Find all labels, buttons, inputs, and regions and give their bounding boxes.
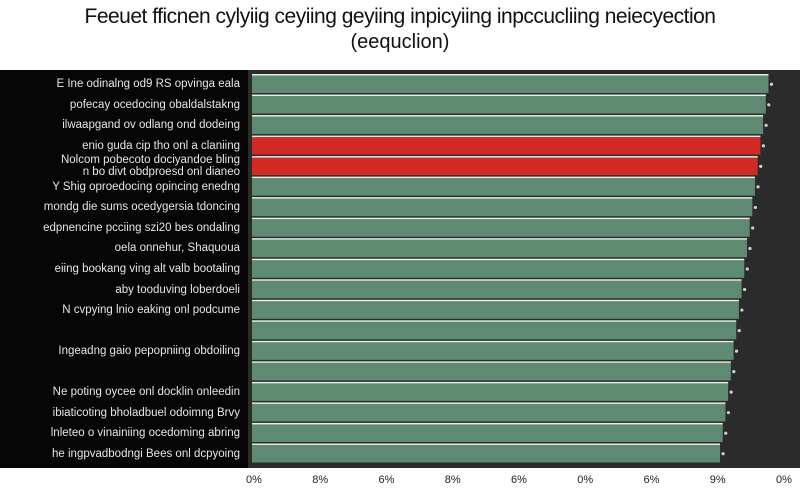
bar-separator-7 bbox=[252, 197, 753, 199]
bar-end-marker-14 bbox=[734, 349, 739, 353]
category-label-panel bbox=[0, 70, 248, 468]
bar-2 bbox=[252, 96, 766, 114]
category-label-1: E Ine odinalng od9 RS opvinga eala bbox=[56, 78, 240, 91]
x-tick-label-8: 9% bbox=[709, 474, 726, 486]
bar-separator-8 bbox=[252, 217, 750, 220]
bar-6 bbox=[252, 178, 756, 196]
bar-end-marker-19 bbox=[721, 452, 725, 456]
bar-separator-9 bbox=[252, 238, 747, 240]
x-tick-label-2: 8% bbox=[312, 474, 329, 486]
category-label-2: pofecay ocedocing obaldalstakng bbox=[69, 98, 240, 111]
bar-separator-15 bbox=[252, 361, 731, 363]
bar-separator-17 bbox=[252, 402, 726, 404]
bar-separator-1 bbox=[252, 74, 769, 76]
bar-13 bbox=[252, 321, 737, 340]
bar-7 bbox=[252, 198, 753, 217]
bar-separator-11 bbox=[252, 279, 742, 281]
bar-separator-4 bbox=[252, 135, 761, 138]
bar-separator-10 bbox=[252, 258, 745, 261]
category-label-9: oela onnehur, Shaquoua bbox=[114, 242, 240, 255]
bar-15 bbox=[252, 362, 731, 381]
bar-end-marker-18 bbox=[724, 431, 728, 435]
bar-4 bbox=[252, 137, 761, 155]
category-label-14: Ingeadng gaio pepopniing obdoiling bbox=[58, 345, 240, 358]
chart-title: Feeuet fficnen cylyiig ceyiing geyiing i… bbox=[84, 5, 716, 28]
category-label-3: ilwaapgand ov odlang ond dodeing bbox=[62, 119, 240, 132]
bar-1 bbox=[252, 75, 769, 94]
bar-end-marker-10 bbox=[745, 267, 749, 271]
category-label-8: edpnencine pcciing szi20 bes ondaling bbox=[43, 221, 240, 234]
x-tick-label-4: 8% bbox=[444, 474, 461, 486]
bar-separator-19 bbox=[252, 443, 721, 445]
x-tick-label-9: 0% bbox=[776, 474, 792, 486]
bar-end-marker-12 bbox=[740, 308, 744, 312]
category-label-12: N cvpying lnio eaking onl podcume bbox=[62, 304, 240, 317]
bar-end-marker-3 bbox=[764, 123, 768, 127]
bar-end-marker-4 bbox=[761, 144, 766, 148]
category-label-17: ibiaticoting bholadbuel odoimng Brvy bbox=[52, 406, 240, 419]
bar-8 bbox=[252, 219, 750, 237]
x-tick-label-6: 0% bbox=[577, 474, 594, 486]
bar-16 bbox=[252, 383, 729, 401]
category-label-18: lnleteo o vinainiing ocedoming abring bbox=[50, 427, 240, 440]
bar-end-marker-9 bbox=[748, 246, 752, 251]
bar-end-marker-2 bbox=[767, 103, 771, 107]
bar-end-marker-8 bbox=[751, 226, 755, 230]
bar-end-marker-6 bbox=[756, 185, 760, 189]
category-label-19: he ingpvadbodngi Bees onl dcpyoing bbox=[52, 447, 240, 460]
category-label-10: eiing bookang ving alt valb bootaling bbox=[54, 263, 240, 275]
bar-separator-5 bbox=[252, 156, 758, 158]
category-label-7: mondg die sums ocedygersia tdoncing bbox=[43, 201, 240, 214]
bar-10 bbox=[252, 260, 745, 278]
bar-separator-18 bbox=[252, 422, 723, 425]
bar-end-marker-15 bbox=[732, 370, 736, 374]
bar-3 bbox=[252, 116, 764, 135]
chart-subtitle: (eequclion) bbox=[350, 31, 450, 53]
bar-end-marker-17 bbox=[726, 411, 731, 415]
bar-14 bbox=[252, 342, 734, 360]
bar-separator-13 bbox=[252, 320, 737, 322]
bar-11 bbox=[252, 280, 742, 299]
bar-9 bbox=[252, 239, 747, 258]
bar-end-marker-13 bbox=[737, 328, 741, 333]
bar-end-marker-1 bbox=[769, 82, 774, 86]
x-tick-label-7: 6% bbox=[643, 474, 660, 486]
bar-end-marker-5 bbox=[759, 164, 763, 168]
category-label-4: enio guda cip tho onl a claniing bbox=[82, 139, 240, 152]
bar-separator-2 bbox=[252, 94, 766, 97]
bar-separator-16 bbox=[252, 381, 729, 384]
bar-end-marker-16 bbox=[729, 390, 733, 394]
bar-18 bbox=[252, 424, 723, 442]
bar-separator-6 bbox=[252, 176, 756, 179]
bar-end-marker-11 bbox=[742, 287, 747, 292]
bar-end-marker-7 bbox=[753, 205, 757, 210]
category-label-5: Nolcom pobecoto dociyandoe bling n bo di… bbox=[60, 154, 240, 179]
category-label-11: aby tooduving loberdoeli bbox=[115, 283, 240, 296]
x-tick-label-3: 6% bbox=[378, 474, 395, 486]
category-label-6: Y Shig oproedocing opincing enedng bbox=[52, 180, 240, 193]
bar-separator-14 bbox=[252, 340, 734, 343]
bar-19 bbox=[252, 444, 721, 463]
x-tick-label-5: 6% bbox=[511, 474, 527, 486]
bar-17 bbox=[252, 403, 726, 422]
bar-separator-12 bbox=[252, 299, 739, 302]
bar-5 bbox=[252, 157, 758, 176]
x-tick-label-1: 0% bbox=[246, 474, 262, 486]
bar-12 bbox=[252, 301, 739, 319]
bar-separator-3 bbox=[252, 115, 764, 117]
category-label-16: Ne poting oycee onl docklin onleedin bbox=[52, 386, 240, 399]
